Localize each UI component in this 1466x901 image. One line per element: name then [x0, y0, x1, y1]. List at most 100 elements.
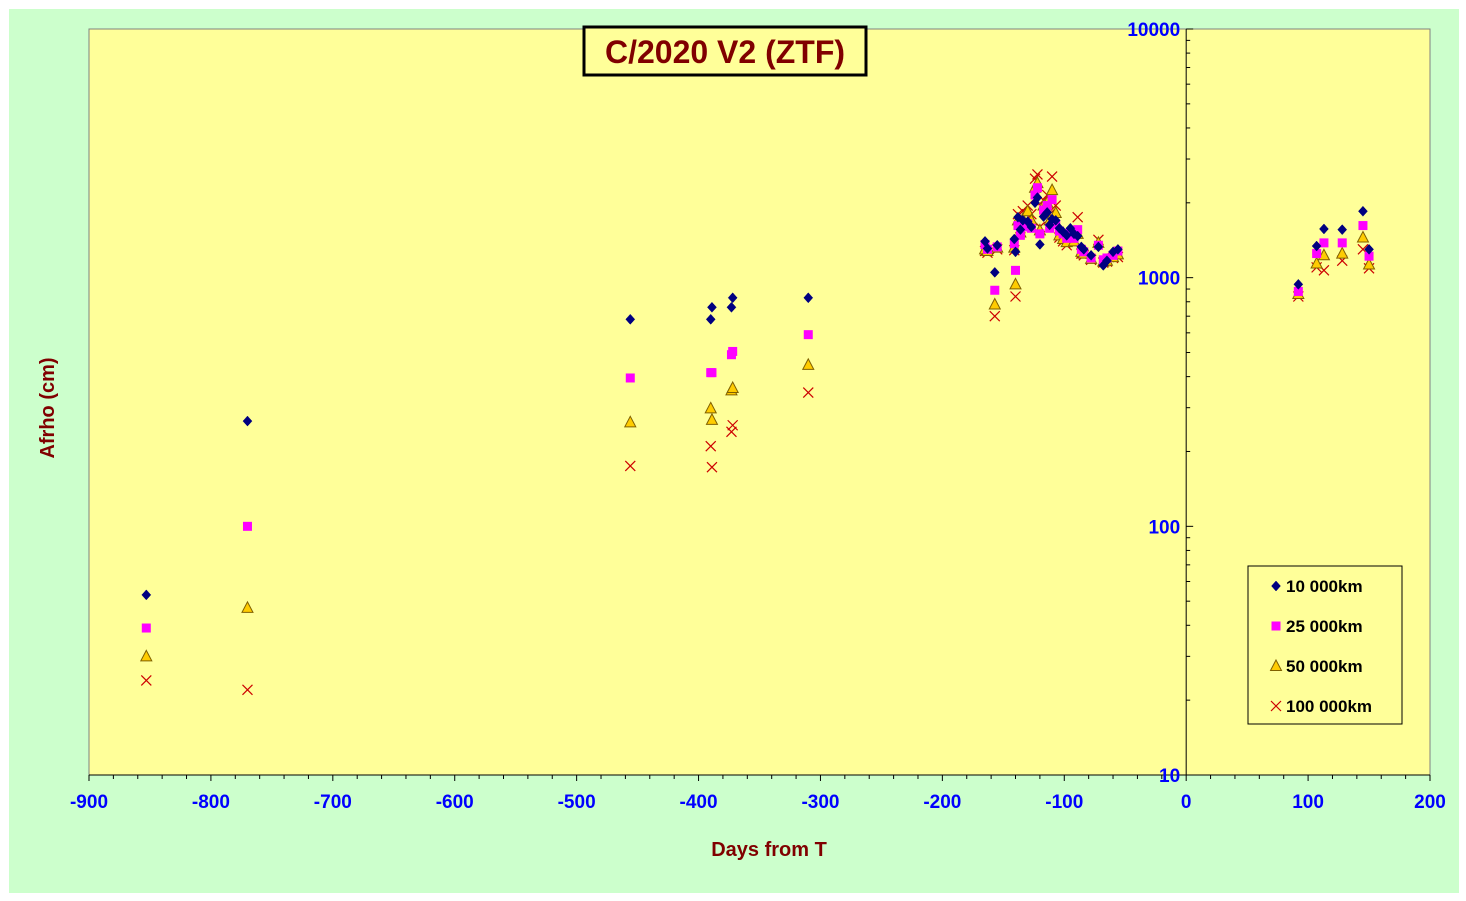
data-point: [624, 460, 636, 472]
data-point: [1293, 286, 1303, 296]
data-point: [1042, 201, 1052, 211]
data-point: [623, 415, 637, 428]
data-point: [1072, 230, 1083, 242]
data-point: [1018, 222, 1028, 232]
x-tick-label: 200: [1414, 792, 1446, 813]
legend-entry: 100 000km: [1270, 697, 1372, 716]
y-tick-labels: 10 100 1000 10000: [1127, 20, 1180, 787]
data-point: [139, 649, 153, 662]
data-point: [726, 380, 740, 393]
data-point: [1310, 256, 1323, 269]
data-point: [1086, 249, 1096, 261]
data-point: [1358, 221, 1368, 231]
legend-entry: 10 000km: [1271, 577, 1363, 596]
data-point: [801, 357, 815, 370]
data-point: [728, 346, 738, 356]
legend-marker: [1271, 621, 1281, 631]
legend-label: 25 000km: [1286, 617, 1363, 636]
data-point: [1113, 243, 1123, 255]
y-axis-title: Afrho (cm): [37, 357, 59, 458]
data-point: [1102, 255, 1112, 267]
data-point: [989, 267, 1000, 278]
data-point: [242, 521, 252, 531]
legend-entry: 50 000km: [1269, 657, 1363, 676]
data-point: [141, 589, 152, 601]
data-point: [1015, 224, 1026, 236]
data-point: [1046, 171, 1058, 182]
data-point: [1072, 211, 1084, 223]
data-point: [242, 684, 253, 696]
data-point: [707, 301, 717, 313]
y-tick-label: 10000: [1127, 20, 1180, 41]
legend-marker: [1269, 658, 1283, 671]
y-axis: [1185, 28, 1194, 776]
data-point: [1312, 249, 1322, 259]
x-tick-label: -500: [558, 792, 596, 813]
data-point: [1319, 223, 1329, 235]
legend-label: 100 000km: [1286, 697, 1372, 716]
data-point: [140, 675, 152, 686]
legend-box: [1247, 565, 1403, 725]
data-point: [1364, 251, 1374, 261]
data-point: [727, 419, 739, 431]
x-tick-label: 100: [1292, 792, 1324, 813]
series-0: [141, 192, 1374, 601]
data-point: [1015, 230, 1025, 240]
data-point: [982, 243, 993, 254]
data-point: [1362, 257, 1376, 270]
data-point: [1009, 277, 1022, 290]
data-point: [707, 368, 717, 378]
legend-label: 10 000km: [1286, 577, 1363, 596]
x-axis-title: Days from T: [711, 839, 827, 861]
plot-area: [88, 28, 1431, 776]
data-point: [1009, 233, 1020, 245]
legend-entry: 25 000km: [1271, 617, 1363, 636]
data-point: [990, 285, 1000, 295]
y-tick-label: 10: [1159, 766, 1180, 787]
data-point: [1032, 192, 1043, 203]
data-point: [1293, 278, 1304, 290]
data-point: [1032, 183, 1042, 193]
data-point: [726, 426, 737, 438]
chart-title-box: C/2020 V2 (ZTF): [582, 25, 868, 77]
data-point: [1311, 240, 1322, 252]
data-point: [705, 440, 717, 452]
data-point: [1335, 246, 1349, 259]
data-point: [1050, 214, 1061, 226]
data-point: [726, 301, 737, 313]
data-point: [625, 373, 635, 383]
data-point: [1026, 221, 1037, 233]
data-point: [241, 600, 254, 613]
data-point: [1073, 225, 1083, 235]
legend: 10 000km 25 000km 50 000km 100 000km: [1247, 565, 1403, 725]
data-point: [1032, 169, 1043, 180]
legend-marker: [1270, 700, 1282, 712]
data-point: [1093, 241, 1104, 253]
data-point: [727, 292, 738, 304]
chart-title-frame: [582, 25, 868, 77]
data-point: [1011, 265, 1021, 275]
data-point: [1337, 238, 1347, 248]
data-point: [1035, 239, 1045, 250]
y-tick-label: 100: [1148, 517, 1180, 538]
data-point: [705, 313, 716, 325]
data-point: [625, 313, 636, 325]
data-point: [1039, 205, 1049, 215]
data-point: [1078, 243, 1089, 255]
data-point: [1047, 195, 1057, 205]
x-tick-label: -700: [314, 792, 352, 813]
data-point: [1010, 246, 1021, 258]
data-point: [141, 623, 151, 633]
x-axis: [88, 774, 1431, 781]
data-point: [989, 310, 1001, 322]
data-point: [1013, 221, 1023, 231]
data-point: [988, 297, 1002, 310]
x-tick-label: -300: [801, 792, 839, 813]
data-point: [242, 415, 253, 427]
x-tick-label: -800: [192, 792, 230, 813]
data-point: [1317, 248, 1331, 261]
y-tick-label: 1000: [1138, 269, 1180, 290]
legend-label: 50 000km: [1286, 657, 1363, 676]
x-tick-label: -600: [436, 792, 474, 813]
